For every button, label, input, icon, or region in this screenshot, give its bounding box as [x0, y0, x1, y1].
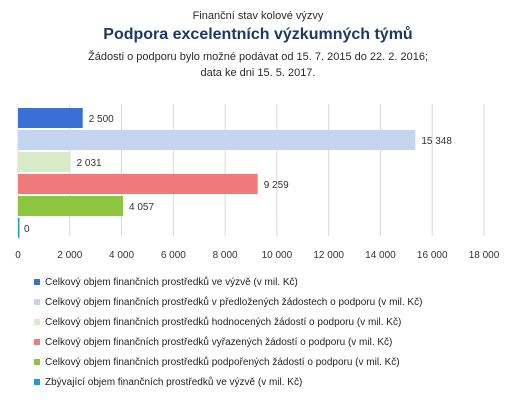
legend-label: Zbývající objem finančních prostředků ve… [45, 376, 303, 388]
legend-item: Celkový objem finančních prostředků hodn… [34, 312, 401, 332]
chart-supertitle: Finanční stav kolové výzvy [192, 10, 324, 22]
data-labels: 2 500 15 348 2 031 9 259 4 057 0 [24, 114, 452, 235]
x-tick-label: 14 000 [365, 250, 396, 261]
legend-swatch [34, 319, 40, 325]
legend-label: Celkový objem finančních prostředků ve v… [45, 276, 298, 288]
x-tick-label: 12 000 [313, 250, 344, 261]
legend-item: Celkový objem finančních prostředků vyřa… [34, 332, 392, 352]
x-tick-label: 2 000 [57, 250, 82, 261]
bar-value-label: 9 259 [264, 180, 289, 191]
legend-label: Celkový objem finančních prostředků v př… [45, 296, 423, 308]
bar [18, 152, 71, 172]
legend-swatch [34, 379, 40, 385]
legend-swatch [34, 359, 40, 365]
x-tick-label: 18 000 [469, 250, 500, 261]
bar-value-label: 4 057 [129, 202, 154, 213]
bar-value-label: 0 [24, 224, 30, 235]
bar [18, 108, 83, 128]
bar [18, 130, 416, 150]
x-axis-ticks: 0 2 000 4 000 6 000 8 000 10 000 12 000 14 000 1… [15, 250, 500, 261]
legend-swatch [34, 339, 40, 345]
legend-label: Celkový objem finančních prostředků podp… [45, 356, 400, 368]
legend-item: Celkový objem finančních prostředků ve v… [34, 272, 298, 292]
legend-swatch [34, 299, 40, 305]
legend-item: Celkový objem finančních prostředků v př… [34, 292, 422, 312]
legend-label: Celkový objem finančních prostředků vyřa… [45, 336, 393, 348]
bar [18, 174, 258, 194]
x-tick-label: 16 000 [417, 250, 448, 261]
bar-value-label: 2 500 [89, 114, 114, 125]
bar-value-label: 15 348 [421, 136, 452, 147]
x-tick-label: 10 000 [262, 250, 293, 261]
chart-subtitle-line2: data ke dni 15. 5. 2017. [200, 67, 316, 79]
x-tick-label: 0 [15, 250, 21, 261]
legend-label: Celkový objem finančních prostředků hodn… [45, 316, 402, 328]
bar-chart-plot: 2 500 15 348 2 031 9 259 4 057 0 0 2 000 4 000 6… [15, 104, 500, 261]
legend-item: Celkový objem finančních prostředků podp… [34, 352, 400, 372]
legend-swatch [34, 279, 40, 285]
bar [18, 218, 20, 238]
x-tick-label: 4 000 [109, 250, 134, 261]
chart-subtitle-line1: Žádosti o podporu bylo možné podávat od … [87, 51, 429, 63]
bar-value-label: 2 031 [77, 158, 102, 169]
bars [18, 108, 416, 238]
x-tick-label: 8 000 [213, 250, 238, 261]
legend-item: Zbývající objem finančních prostředků ve… [34, 372, 302, 392]
chart-title: Podpora excelentních výzkumných týmů [103, 26, 413, 43]
bar [18, 196, 124, 216]
gridlines [17, 104, 485, 236]
x-tick-label: 6 000 [161, 250, 186, 261]
